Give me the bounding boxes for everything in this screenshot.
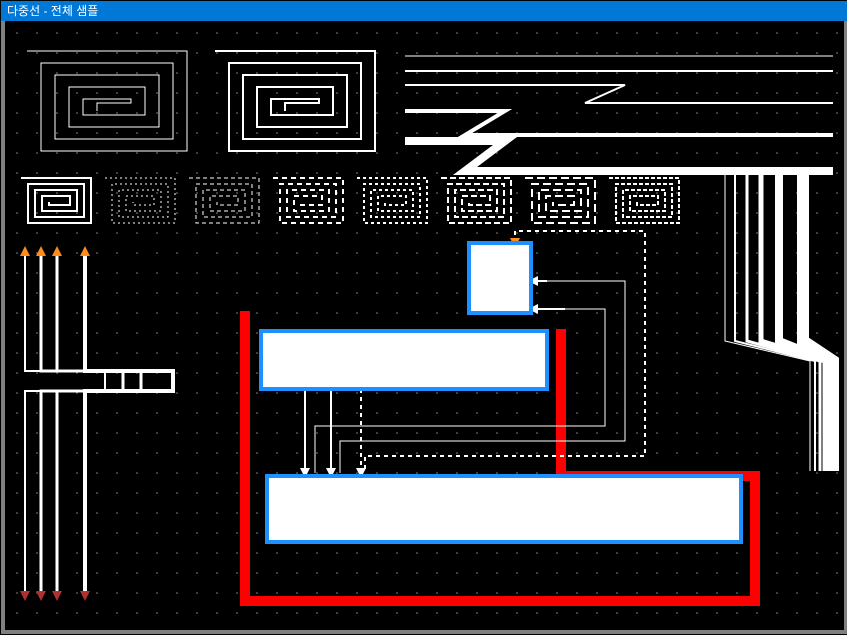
thickness-line-3 xyxy=(405,111,833,135)
box-mid xyxy=(261,331,547,389)
small-spiral-2 xyxy=(189,178,259,223)
small-spiral-5 xyxy=(441,178,511,223)
thickness-line-2 xyxy=(405,85,833,103)
small-spiral-7 xyxy=(609,178,679,223)
left-polyline-0 xyxy=(25,251,105,596)
window-titlebar: 다중선 - 전체 샘플 xyxy=(1,1,847,21)
canvas xyxy=(5,21,844,630)
box-small xyxy=(469,243,531,313)
diagram-svg xyxy=(5,21,844,630)
app-window: 다중선 - 전체 샘플 xyxy=(0,0,847,635)
left-polyline-2 xyxy=(57,251,141,596)
small-spiral-0 xyxy=(21,178,91,223)
left-polyline-3 xyxy=(85,251,173,596)
small-spiral-6 xyxy=(525,178,595,223)
thickness-line-4 xyxy=(405,141,833,171)
left-polyline-1 xyxy=(41,251,123,596)
box-big xyxy=(267,476,741,542)
small-spiral-1 xyxy=(105,178,175,223)
small-spiral-4 xyxy=(357,178,427,223)
small-spiral-3 xyxy=(273,178,343,223)
spiral-2 xyxy=(215,51,375,151)
vertical-line-5 xyxy=(803,171,833,471)
spiral-1 xyxy=(27,51,187,151)
window-title: 다중선 - 전체 샘플 xyxy=(7,4,98,18)
vertical-line-2 xyxy=(747,171,820,471)
